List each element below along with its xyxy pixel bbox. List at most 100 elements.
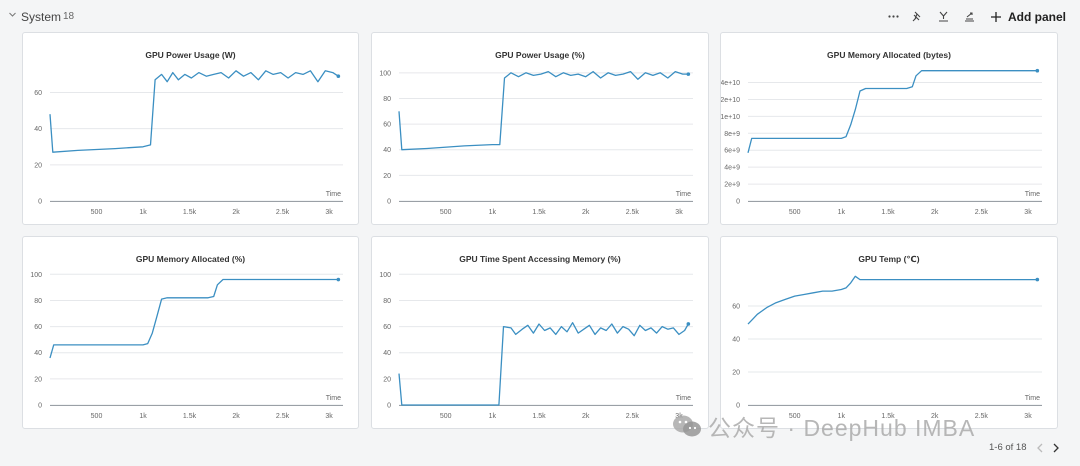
x-tick-label: 2.5k xyxy=(975,413,989,420)
chevron-left-icon[interactable] xyxy=(1034,441,1046,455)
x-tick-label: 1.5k xyxy=(532,209,546,216)
y-tick-label: 40 xyxy=(732,337,740,344)
x-tick-label: 3k xyxy=(325,209,333,216)
y-tick-label: 2e+9 xyxy=(724,182,740,189)
y-tick-label: 0 xyxy=(387,403,391,410)
last-point-marker xyxy=(686,322,691,326)
last-point-marker xyxy=(686,72,691,76)
chart-panel-gpu-temp[interactable]: GPU Temp (℃) 0 20 40 60 500 1k 1.5k 2k 2.5k 3k Tim… xyxy=(720,236,1058,429)
x-axis-label: Time xyxy=(326,395,341,402)
chart-panel-power-percent[interactable]: GPU Power Usage (%) 0 20 40 60 80 100 500 1k 1.5… xyxy=(371,32,709,225)
y-tick-label: 6e+9 xyxy=(724,148,740,155)
add-panel-button[interactable]: Add panel xyxy=(990,8,1066,26)
x-tick-label: 1.5k xyxy=(183,209,197,216)
pin-icon[interactable] xyxy=(911,10,924,23)
chart-title: GPU Time Spent Accessing Memory (%) xyxy=(459,254,621,264)
y-tick-label: 40 xyxy=(34,126,42,133)
series-line xyxy=(49,70,339,153)
y-tick-label: 1.2e+10 xyxy=(721,97,740,104)
chart-title: GPU Power Usage (%) xyxy=(495,50,585,60)
x-axis-label: Time xyxy=(1025,395,1040,402)
x-tick-label: 2k xyxy=(582,413,590,420)
y-tick-label: 60 xyxy=(383,122,391,129)
y-tick-label: 80 xyxy=(34,298,42,305)
sort-icon[interactable] xyxy=(963,10,976,23)
y-tick-label: 100 xyxy=(379,272,391,279)
x-tick-label: 1k xyxy=(139,413,147,420)
x-tick-label: 500 xyxy=(440,209,452,216)
pagination-label: 1-6 of 18 xyxy=(989,442,1027,453)
y-tick-label: 20 xyxy=(383,173,391,180)
last-point-marker xyxy=(336,277,341,282)
last-point-marker xyxy=(1035,68,1040,73)
x-tick-label: 3k xyxy=(1024,209,1032,216)
y-tick-label: 60 xyxy=(732,304,740,311)
x-axis-label: Time xyxy=(326,191,341,198)
chart-panel-memory-bytes[interactable]: GPU Memory Allocated (bytes) 0 2e+9 4e+9 6e… xyxy=(720,32,1058,225)
y-tick-label: 100 xyxy=(30,272,42,279)
y-tick-label: 60 xyxy=(34,324,42,331)
x-tick-label: 2k xyxy=(232,209,240,216)
x-tick-label: 1.5k xyxy=(183,413,197,420)
x-tick-label: 1k xyxy=(489,413,497,420)
more-icon[interactable] xyxy=(887,10,900,23)
x-tick-label: 2.5k xyxy=(626,209,640,216)
x-tick-label: 1.5k xyxy=(532,413,546,420)
wechat-logo-icon xyxy=(673,415,701,437)
y-tick-label: 40 xyxy=(383,147,391,154)
last-point-marker xyxy=(1035,277,1040,282)
y-tick-label: 80 xyxy=(383,298,391,305)
y-tick-label: 20 xyxy=(732,370,740,377)
series-line xyxy=(747,70,1038,153)
chart-title: GPU Temp (℃) xyxy=(858,254,920,264)
chart-panel-memory-percent[interactable]: GPU Memory Allocated (%) 0 20 40 60 80 100 500… xyxy=(22,236,359,429)
section-count-badge: 18 xyxy=(63,11,75,22)
x-axis-label: Time xyxy=(676,395,691,402)
x-tick-label: 1k xyxy=(139,209,147,216)
series-line xyxy=(49,278,339,359)
x-tick-label: 1.5k xyxy=(881,209,895,216)
y-tick-label: 0 xyxy=(387,199,391,206)
x-tick-label: 500 xyxy=(91,413,103,420)
x-tick-label: 2k xyxy=(582,209,590,216)
series-line xyxy=(747,275,1038,325)
chart-panel-memory-access[interactable]: GPU Time Spent Accessing Memory (%) 0 20 4… xyxy=(371,236,709,429)
chevron-right-icon[interactable] xyxy=(1050,441,1062,455)
filter-icon[interactable] xyxy=(937,10,950,23)
line-chart: 0 2e+9 4e+9 6e+9 8e+9 1e+10 1.2e+10 1.4e+10 500 1… xyxy=(721,68,1042,216)
x-tick-label: 2k xyxy=(931,413,939,420)
y-tick-label: 0 xyxy=(736,199,740,206)
y-tick-label: 20 xyxy=(34,376,42,383)
x-tick-label: 500 xyxy=(789,413,801,420)
y-tick-label: 0 xyxy=(38,403,42,410)
chart-panel-power-watts[interactable]: GPU Power Usage (W) 0 20 40 60 500 1k 1.5k 2k 2.… xyxy=(22,32,359,225)
y-tick-label: 0 xyxy=(38,199,42,206)
x-tick-label: 500 xyxy=(91,209,103,216)
plus-icon xyxy=(991,12,1001,22)
section-header: System 18 Add panel xyxy=(0,0,1080,32)
last-point-marker xyxy=(336,74,341,79)
add-panel-label: Add panel xyxy=(1008,10,1067,24)
x-tick-label: 3k xyxy=(325,413,333,420)
chart-title: GPU Memory Allocated (bytes) xyxy=(827,50,951,60)
line-chart: 0 20 40 60 500 1k 1.5k 2k 2.5k 3k Time xyxy=(732,275,1042,420)
section-title[interactable]: System xyxy=(21,10,62,24)
watermark: 公众号 · DeepHub IMBA xyxy=(672,410,975,442)
chevron-down-icon[interactable] xyxy=(9,11,16,18)
x-tick-label: 2.5k xyxy=(276,413,290,420)
series-line xyxy=(398,322,689,406)
x-tick-label: 500 xyxy=(789,209,801,216)
x-tick-label: 2k xyxy=(232,413,240,420)
x-tick-label: 1k xyxy=(838,209,846,216)
y-tick-label: 1e+10 xyxy=(721,114,740,121)
y-tick-label: 20 xyxy=(34,162,42,169)
x-tick-label: 2.5k xyxy=(626,413,640,420)
line-chart: 0 20 40 60 500 1k 1.5k 2k 2.5k 3k Time xyxy=(34,70,343,216)
x-tick-label: 2.5k xyxy=(975,209,989,216)
y-tick-label: 60 xyxy=(34,90,42,97)
x-axis-label: Time xyxy=(676,191,691,198)
